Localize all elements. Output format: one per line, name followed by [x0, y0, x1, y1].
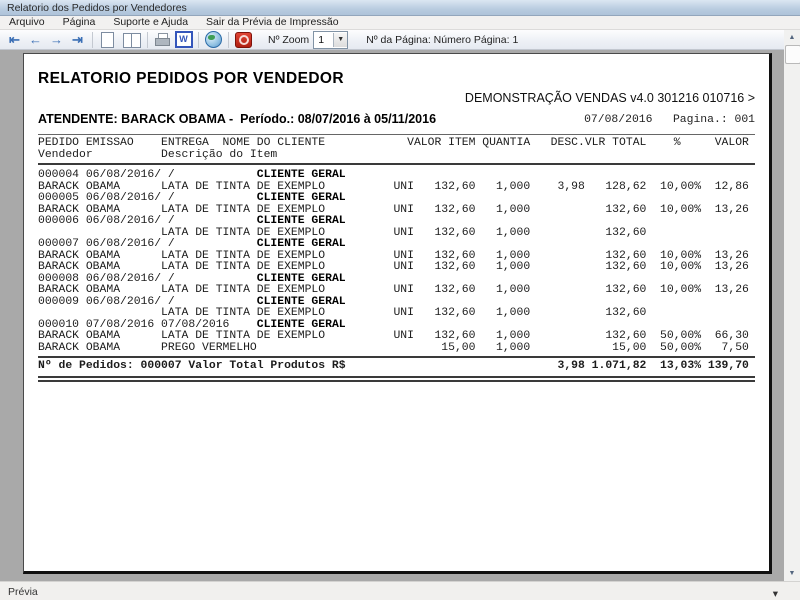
scroll-down-icon[interactable]: ▼	[788, 570, 796, 577]
word-icon: W	[174, 31, 193, 48]
item-row: LATA DE TINTA DE EXEMPLO UNI 132,60 1,00…	[38, 226, 756, 239]
zoom-value: 1	[318, 33, 325, 46]
report-date: 07/08/2016	[584, 114, 653, 126]
preview-area: RELATORIO PEDIDOS POR VENDEDOR DEMONSTRA…	[0, 50, 784, 581]
order-row: 000004 06/08/2016/ / CLIENTE GERAL	[38, 169, 346, 181]
item-row: BARACK OBAMA LATA DE TINTA DE EXEMPLO UN…	[38, 261, 756, 273]
order-row: 000010 07/08/2016 07/08/2016 CLIENTE GER…	[38, 318, 346, 331]
toolbar-separator	[147, 31, 148, 48]
double-divider	[38, 375, 755, 382]
first-page-icon: ⇤	[9, 32, 20, 47]
chevron-down-icon[interactable]: ▼	[333, 32, 348, 47]
toolbar-separator	[92, 31, 93, 48]
toolbar-separator	[198, 31, 199, 48]
table-header: PEDIDO EMISSAO ENTREGA NOME DO CLIENTE V…	[38, 137, 749, 161]
report-subtitle: DEMONSTRAÇÃO VENDAS v4.0 301216 010716 >	[464, 91, 755, 105]
item-row: BARACK OBAMA LATA DE TINTA DE EXEMPLO UN…	[38, 330, 756, 342]
status-bar: Prévia ▾	[0, 581, 800, 600]
window-title: Relatorio dos Pedidos por Vendedores	[7, 1, 187, 14]
report-page-number: Pagina.: 001	[672, 114, 755, 126]
previous-page-button[interactable]: ←	[25, 31, 46, 48]
previous-page-icon: ←	[29, 32, 42, 47]
report-attendant-row: ATENDENTE: BARACK OBAMA - Período.: 08/0…	[38, 112, 755, 126]
status-text: Prévia	[8, 585, 38, 598]
printer-icon	[155, 33, 170, 46]
order-row: 000008 06/08/2016/ / CLIENTE GERAL	[38, 272, 346, 285]
zoom-label: Nº Zoom	[268, 33, 310, 46]
attendant-line: ATENDENTE: BARACK OBAMA - Período.: 08/0…	[38, 112, 437, 126]
divider	[38, 134, 755, 135]
title-bar: Relatorio dos Pedidos por Vendedores	[0, 0, 800, 16]
order-row: 000005 06/08/2016/ / CLIENTE GERAL	[38, 192, 346, 204]
export-word-button[interactable]: W	[173, 31, 194, 48]
item-row: LATA DE TINTA DE EXEMPLO UNI 132,60 1,00…	[38, 307, 756, 319]
toolbar: ⇤ ← → ⇥ W Nº Zoom 1 ▼ Nº da Página: Núme…	[0, 30, 784, 50]
item-row: BARACK OBAMA LATA DE TINTA DE EXEMPLO UN…	[38, 203, 756, 216]
toolbar-separator	[228, 31, 229, 48]
report-date-page: 07/08/2016 Pagina.: 001	[584, 114, 755, 126]
report-page: RELATORIO PEDIDOS POR VENDEDOR DEMONSTRA…	[23, 53, 772, 574]
close-preview-icon	[235, 31, 252, 48]
page-number-info: Nº da Página: Número Página: 1	[366, 33, 519, 46]
order-row: 000007 06/08/2016/ / CLIENTE GERAL	[38, 238, 346, 250]
down-arrow-icon: ▾	[772, 588, 778, 600]
zoom-dropdown[interactable]: 1 ▼	[313, 30, 349, 49]
item-row: BARACK OBAMA LATA DE TINTA DE EXEMPLO UN…	[38, 249, 756, 262]
export-html-button[interactable]	[203, 31, 224, 48]
print-button[interactable]	[152, 31, 173, 48]
order-row: 000009 06/08/2016/ / CLIENTE GERAL	[38, 295, 346, 308]
last-page-icon: ⇥	[72, 32, 83, 47]
menu-sair-da-previa[interactable]: Sair da Prévia de Impressão	[206, 16, 339, 28]
two-pages-icon	[122, 32, 141, 48]
menu-arquivo[interactable]: Arquivo	[9, 16, 45, 28]
two-page-view-button[interactable]	[118, 31, 143, 48]
item-row: BARACK OBAMA LATA DE TINTA DE EXEMPLO UN…	[38, 284, 756, 296]
close-preview-button[interactable]	[233, 31, 254, 48]
scroll-up-icon[interactable]: ▲	[788, 34, 796, 41]
table-rows: 000004 06/08/2016/ / CLIENTE GERAL BARACK…	[38, 169, 756, 354]
menu-bar: Arquivo Página Suporte e Ajuda Sair da P…	[0, 16, 800, 30]
single-page-icon	[101, 31, 114, 48]
last-page-button[interactable]: ⇥	[67, 31, 88, 48]
totals-row: Nº de Pedidos: 000007 Valor Total Produt…	[38, 360, 756, 372]
first-page-button[interactable]: ⇤	[4, 31, 25, 48]
item-row: BARACK OBAMA PREGO VERMELHO 15,00 1,000 …	[38, 341, 756, 354]
scrollbar-thumb[interactable]	[785, 45, 800, 64]
item-row: BARACK OBAMA LATA DE TINTA DE EXEMPLO UN…	[38, 180, 756, 193]
order-row: 000006 06/08/2016/ / CLIENTE GERAL	[38, 215, 346, 227]
report-title: RELATORIO PEDIDOS POR VENDEDOR	[38, 70, 344, 87]
vertical-scrollbar[interactable]: ▲ ▼	[784, 30, 800, 581]
next-page-icon: →	[50, 32, 63, 47]
menu-suporte-e-ajuda[interactable]: Suporte e Ajuda	[113, 16, 189, 28]
divider	[38, 163, 755, 165]
single-page-view-button[interactable]	[97, 31, 118, 48]
menu-pagina[interactable]: Página	[62, 16, 96, 28]
globe-icon	[205, 31, 222, 48]
next-page-button[interactable]: →	[46, 31, 67, 48]
divider	[38, 356, 755, 358]
